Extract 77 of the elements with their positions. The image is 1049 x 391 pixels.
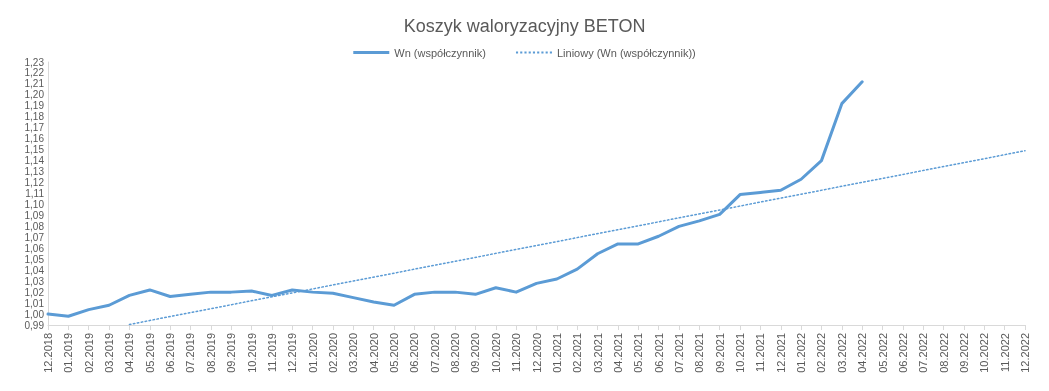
y-tick-label: 0,99 [24, 319, 45, 331]
x-tick-label: 04.2021 [611, 333, 624, 373]
y-tick-label: 1,23 [24, 56, 45, 68]
x-tick-label: 01.2020 [306, 333, 319, 373]
y-tick-label: 1,06 [24, 242, 45, 254]
y-tick-label: 1,19 [24, 100, 45, 112]
x-tick-label: 11.2020 [510, 333, 523, 372]
y-tick-label: 1,17 [24, 122, 45, 134]
y-tick-label: 1,12 [24, 177, 45, 189]
x-tick-label: 03.2020 [347, 333, 360, 373]
x-tick-label: 10.2021 [734, 333, 747, 373]
x-tick-label: 09.2021 [713, 333, 726, 373]
x-tick-label: 10.2020 [489, 333, 502, 373]
y-tick-label: 1,09 [24, 209, 45, 221]
x-tick-label: 02.2020 [326, 333, 339, 373]
x-tick-label: 11.2022 [998, 333, 1011, 372]
x-tick-label: 07.2019 [184, 333, 197, 373]
y-tick-label: 1,11 [25, 188, 45, 199]
x-tick-label: 12.2020 [530, 333, 543, 373]
x-tick-label: 02.2021 [571, 333, 584, 373]
x-tick-label: 09.2019 [225, 333, 238, 373]
legend-label: Liniowy (Wn (współczynnik)) [556, 46, 696, 59]
y-tick-label: 1,04 [24, 264, 45, 276]
y-tick-label: 1,15 [24, 144, 45, 156]
x-tick-label: 05.2022 [876, 333, 889, 373]
x-tick-label: 06.2021 [652, 333, 665, 373]
x-tick-label: 08.2019 [204, 333, 217, 373]
x-tick-label: 03.2019 [103, 333, 116, 373]
chart-title: Koszyk waloryzacyjny BETON [403, 16, 646, 36]
x-tick-label: 02.2019 [82, 333, 95, 373]
x-tick-label: 06.2020 [408, 333, 421, 373]
x-tick-label: 08.2021 [693, 333, 706, 373]
legend-label: Wn (współczynnik) [394, 46, 486, 59]
x-tick-label: 08.2020 [449, 333, 462, 373]
x-tick-label: 05.2021 [632, 333, 645, 373]
y-tick-label: 1,13 [24, 166, 45, 178]
x-tick-label: 11.2021 [754, 333, 767, 372]
y-tick-label: 1,22 [24, 67, 45, 79]
x-tick-label: 09.2022 [957, 333, 970, 373]
y-tick-label: 1,10 [24, 198, 45, 210]
x-tick-label: 05.2020 [388, 333, 401, 373]
y-tick-label: 1,21 [24, 78, 45, 90]
x-tick-label: 07.2021 [672, 333, 685, 373]
x-tick-label: 02.2022 [815, 333, 828, 373]
x-tick-label: 12.2021 [774, 333, 787, 373]
x-tick-label: 05.2019 [143, 333, 156, 373]
x-tick-label: 12.2019 [286, 333, 299, 373]
x-tick-label: 12.2018 [42, 333, 54, 373]
x-tick-label: 09.2020 [469, 333, 482, 373]
y-tick-label: 1,02 [24, 286, 45, 298]
y-tick-label: 1,14 [24, 155, 45, 167]
x-tick-label: 04.2022 [856, 333, 869, 373]
x-tick-label: 06.2019 [164, 333, 177, 373]
x-tick-label: 03.2021 [591, 333, 604, 373]
x-tick-label: 04.2020 [367, 333, 380, 373]
x-tick-label: 03.2022 [835, 333, 848, 373]
y-tick-label: 1,03 [24, 275, 45, 287]
x-tick-label: 04.2019 [123, 333, 136, 373]
y-tick-label: 1,00 [24, 308, 45, 320]
y-tick-label: 1,05 [24, 253, 45, 265]
y-tick-label: 1,18 [24, 111, 45, 123]
x-tick-label: 10.2022 [978, 333, 991, 373]
x-tick-label: 11.2019 [265, 333, 278, 372]
y-tick-label: 1,20 [24, 89, 45, 101]
y-tick-label: 1,01 [24, 297, 45, 309]
x-tick-label: 12.2022 [1019, 333, 1031, 373]
x-tick-label: 10.2019 [245, 333, 258, 373]
x-tick-label: 07.2020 [428, 333, 441, 373]
x-tick-label: 07.2022 [917, 333, 930, 373]
y-tick-label: 1,16 [24, 133, 45, 145]
y-tick-label: 1,07 [24, 231, 45, 243]
x-tick-label: 08.2022 [937, 333, 950, 373]
x-tick-label: 01.2021 [550, 333, 563, 373]
x-tick-label: 01.2022 [795, 333, 808, 373]
x-tick-label: 06.2022 [896, 333, 909, 373]
x-tick-label: 01.2019 [62, 333, 75, 373]
y-tick-label: 1,08 [24, 220, 45, 232]
